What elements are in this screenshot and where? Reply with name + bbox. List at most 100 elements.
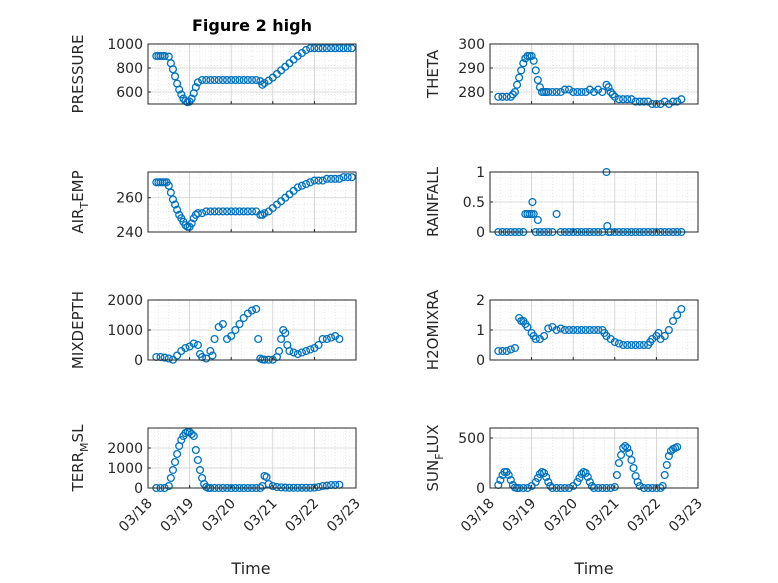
data-point [210,334,219,344]
data-point [535,83,544,92]
y-tick-label: 1000 [107,461,143,477]
data-point [293,183,302,192]
data-point [339,44,348,53]
data-point [235,207,244,216]
data-point [168,465,178,475]
data-point [235,75,244,85]
data-point [664,325,673,335]
data-point [673,97,682,106]
data-point [616,450,626,460]
y-tick-label: 240 [116,225,143,241]
data-point [544,87,553,97]
data-point [195,465,205,475]
data-point [529,56,538,65]
data-point [581,325,590,335]
y-tick-label: 2000 [107,293,143,309]
data-point [544,477,553,487]
data-point [639,340,648,350]
data-point [206,346,215,356]
data-point [260,78,269,88]
data-point [573,87,582,97]
data-point [581,468,590,478]
data-point [614,339,624,348]
data-point [177,90,186,99]
data-point [206,75,215,85]
data-point [177,435,186,445]
data-point [635,340,644,350]
data-point [297,181,306,190]
y-axis-label: SUNFLUX [424,425,446,492]
data-point [569,481,578,491]
data-point [243,75,252,85]
data-point [610,482,619,492]
data-point [631,97,640,106]
data-point [260,209,269,218]
data-point [506,92,515,101]
data-point [544,324,553,333]
data-point [560,85,569,94]
data-point [191,83,200,92]
data-point [531,477,540,487]
data-point [527,481,536,491]
data-point [623,95,632,104]
data-point [168,195,178,204]
axes-box [489,43,699,105]
data-point [227,331,236,341]
y-tick-label: 300 [458,37,485,53]
data-point [239,313,248,323]
data-point [185,427,194,437]
data-point [187,219,196,228]
y-axis-label: THETA [424,49,442,99]
y-tick-label: 0.5 [463,195,485,211]
data-point [608,90,617,99]
data-point [631,340,640,350]
y-tick-label: 2000 [107,441,143,457]
y-tick-label: 290 [458,61,485,77]
data-point [335,174,344,183]
data-point [326,44,336,53]
data-point [585,325,594,335]
y-tick-label: 260 [116,191,143,207]
data-point [231,207,240,216]
data-point [504,470,513,480]
subplot-rainfall: 0 0.5 1 RAINFALL [424,165,699,241]
data-point [274,346,284,356]
data-point [610,92,619,101]
data-point [556,87,565,97]
data-point [310,176,319,185]
data-point [335,44,344,53]
data-point [660,331,669,341]
data-point [668,97,678,106]
data-point [552,87,561,97]
data-point [306,44,315,53]
data-point [318,44,327,53]
data-point [598,87,607,97]
data-point [623,340,632,350]
data-point [581,87,590,97]
data-point [533,75,542,85]
data-point [318,334,327,344]
data-point [326,333,336,342]
y-axis-label: RAINFALL [424,166,442,237]
data-point [210,207,219,216]
data-point [540,468,549,478]
subplot-h2omixra: 0 1 2 H2OMIXRA [424,289,699,370]
data-point [527,51,536,61]
data-point [343,44,352,53]
data-point [510,343,520,353]
data-point [168,65,178,74]
data-point [202,207,211,216]
data-point [635,481,644,491]
x-axis-label-left: Time [230,559,270,578]
axes-box [147,43,357,105]
data-point [314,44,323,53]
data-point [218,207,227,216]
data-point [677,304,686,314]
data-point [297,348,306,357]
data-point [227,207,236,216]
data-point [173,205,182,214]
y-tick-label: 0 [476,225,485,241]
y-tick-label: 600 [116,85,143,101]
data-point [208,351,217,360]
data-point [540,331,549,341]
